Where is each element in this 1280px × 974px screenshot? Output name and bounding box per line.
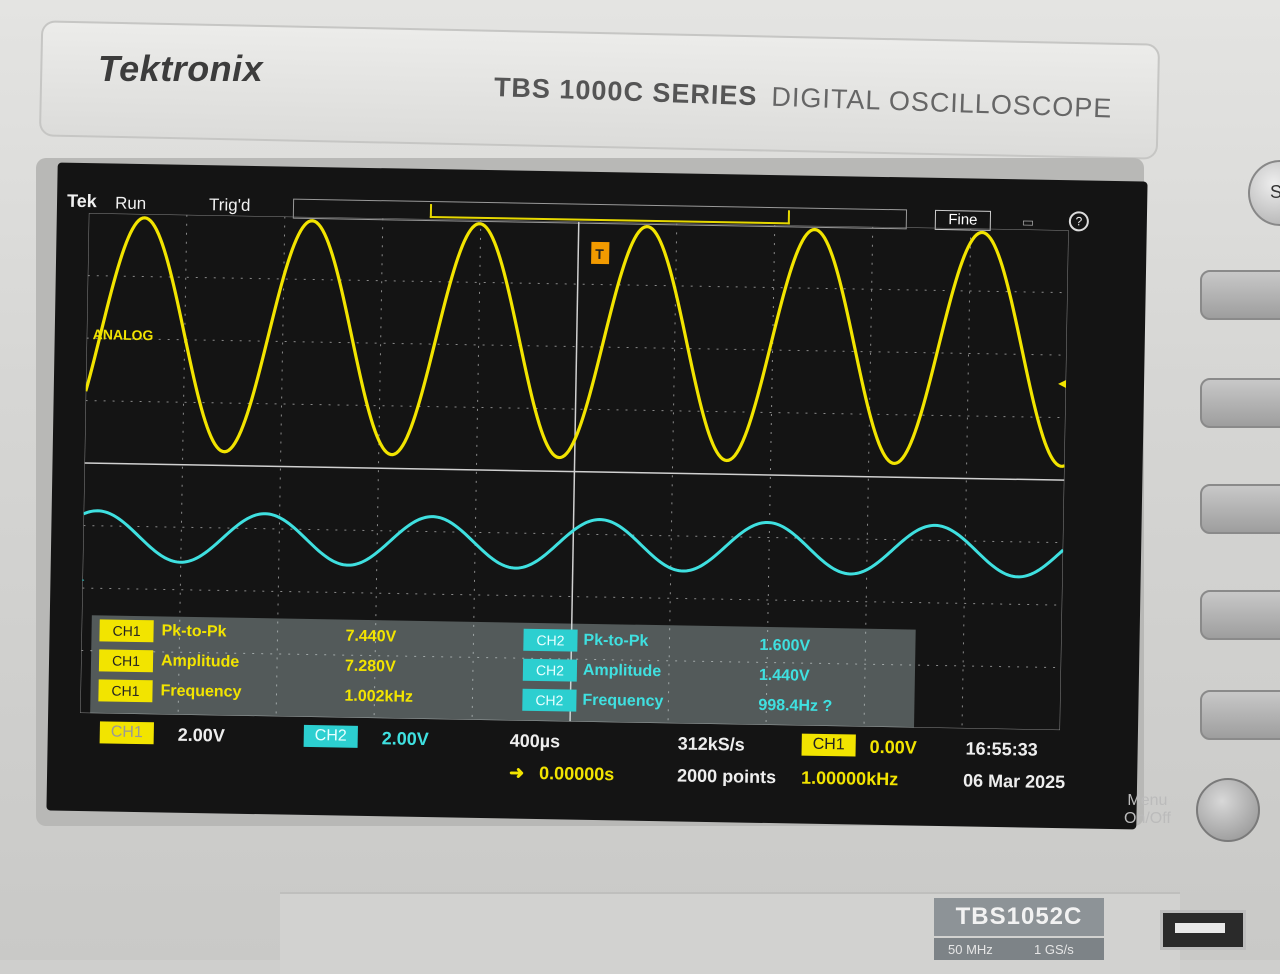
- trigger-level: 0.00V: [869, 736, 917, 758]
- measurement-row: CH2 Pk-to-Pk 1.600V: [521, 628, 911, 660]
- side-menu-button-5[interactable]: [1200, 690, 1280, 740]
- trigger-state: Trig'd: [208, 195, 251, 215]
- channel-tag: CH2: [522, 688, 577, 712]
- channel-tag: CH1: [99, 619, 154, 643]
- channel-tag: CH2: [523, 628, 578, 652]
- measurement-row: CH2 Frequency 998.4Hz ?: [520, 688, 910, 720]
- ch2-waveform: [83, 509, 1065, 579]
- trigger-position-marker[interactable]: [591, 241, 610, 265]
- measurement-row: CH1 Amplitude 7.280V: [91, 649, 491, 680]
- ch2-scale: 2.00V: [381, 728, 429, 750]
- measurement-name: Frequency: [582, 691, 664, 711]
- side-menu-button-1[interactable]: [1200, 270, 1280, 320]
- channel-tag: CH1: [98, 649, 154, 673]
- menu-label-top: Menu: [1127, 792, 1168, 809]
- menu-onoff-button[interactable]: [1196, 778, 1260, 842]
- measurement-row: CH1 Frequency 1.002kHz: [90, 679, 490, 710]
- ch1-label: ANALOG: [93, 326, 154, 343]
- side-menu-button-4[interactable]: [1200, 590, 1280, 640]
- ch2-marker[interactable]: 2▷: [80, 571, 85, 588]
- channel-tag: CH1: [98, 679, 153, 703]
- rising-edge-icon: ∫: [845, 734, 851, 755]
- measurement-value: 1.002kHz: [344, 687, 414, 706]
- model-badge: TBS1052C: [934, 898, 1104, 936]
- menu-label-bottom: On/Off: [1124, 810, 1171, 827]
- ch1-waveform: [84, 216, 1066, 468]
- measurement-value: 1.600V: [759, 636, 811, 655]
- ch1-scale-tag[interactable]: CH1: [99, 721, 154, 745]
- clock-date: 06 Mar 2025: [962, 770, 1066, 793]
- help-icon: ?: [1068, 211, 1090, 232]
- grid-hline: [80, 712, 1060, 731]
- grid-hline: [81, 650, 1062, 669]
- gridlines: [80, 213, 1069, 731]
- grid-hline: [86, 337, 1067, 356]
- measurement-value: 1.440V: [758, 666, 810, 685]
- record-length: 2000 points: [676, 765, 777, 788]
- sample-rate: 312kS/s: [677, 733, 745, 755]
- grid-vline: [1059, 230, 1069, 731]
- graticule: ANALOG 1▶ 2▷ T ◂: [80, 213, 1069, 731]
- grid-hline: [82, 587, 1063, 606]
- trigger-frequency: 1.00000kHz: [800, 767, 899, 790]
- tek-logo: Tek: [66, 190, 97, 212]
- display-screen: Tek Run Trig'd Fine ▭ ? ANALOG 1▶ 2▷ T ◂…: [46, 162, 1148, 830]
- timebase: 400µs: [509, 730, 561, 752]
- max-sample-rate: 1 GS/s: [1034, 942, 1074, 957]
- bandwidth: 50 MHz: [948, 942, 993, 957]
- measurement-row: CH2 Amplitude 1.440V: [521, 658, 911, 690]
- side-menu-button-2[interactable]: [1200, 378, 1280, 428]
- measurement-value: 7.280V: [344, 657, 396, 676]
- save-button-label: Sa: [1270, 182, 1280, 202]
- ch1-scale: 2.00V: [177, 724, 225, 746]
- side-menu-buttons: [1190, 150, 1280, 870]
- grid-vline: [80, 213, 90, 714]
- measurement-panel: CH1 Pk-to-Pk 7.440V CH1 Amplitude 7.280V…: [90, 615, 916, 728]
- spec-badge: 50 MHz 1 GS/s: [934, 938, 1104, 960]
- bottom-info-bar: CH1 2.00V CH2 2.00V 400µs ➜ 0.00000s 312…: [46, 718, 1137, 827]
- measurement-value: 7.440V: [345, 627, 397, 646]
- grid-hline: [88, 213, 1069, 231]
- run-state: Run: [114, 193, 147, 214]
- usb-port[interactable]: [1160, 910, 1246, 950]
- trigger-level-marker[interactable]: ◂: [1058, 375, 1066, 392]
- usb-port-slot: [1175, 923, 1225, 933]
- clock-time: 16:55:33: [965, 738, 1038, 760]
- ch2-scale-tag[interactable]: CH2: [303, 724, 358, 748]
- grid-hline: [83, 525, 1064, 544]
- menu-onoff-label: Menu On/Off: [1124, 792, 1171, 828]
- side-menu-button-3[interactable]: [1200, 484, 1280, 534]
- measurement-name: Amplitude: [160, 652, 240, 671]
- grid-hline: [84, 462, 1065, 481]
- channel-tag: CH2: [522, 658, 578, 682]
- delay-arrow-icon: ➜: [508, 762, 525, 783]
- measurement-name: Pk-to-Pk: [161, 622, 227, 641]
- grid-hline: [87, 275, 1068, 294]
- measurement-row: CH1 Pk-to-Pk 7.440V: [91, 619, 491, 650]
- trigger-marker-label: T: [595, 246, 604, 262]
- horizontal-delay: 0.00000s: [538, 763, 615, 785]
- measurement-name: Amplitude: [582, 661, 662, 681]
- measurement-value: 998.4Hz ?: [758, 696, 833, 716]
- measurement-name: Frequency: [160, 682, 242, 701]
- measurement-name: Pk-to-Pk: [583, 631, 649, 650]
- usb-icon: ▭: [1021, 214, 1035, 230]
- brand-logo: Tektronix: [98, 48, 264, 89]
